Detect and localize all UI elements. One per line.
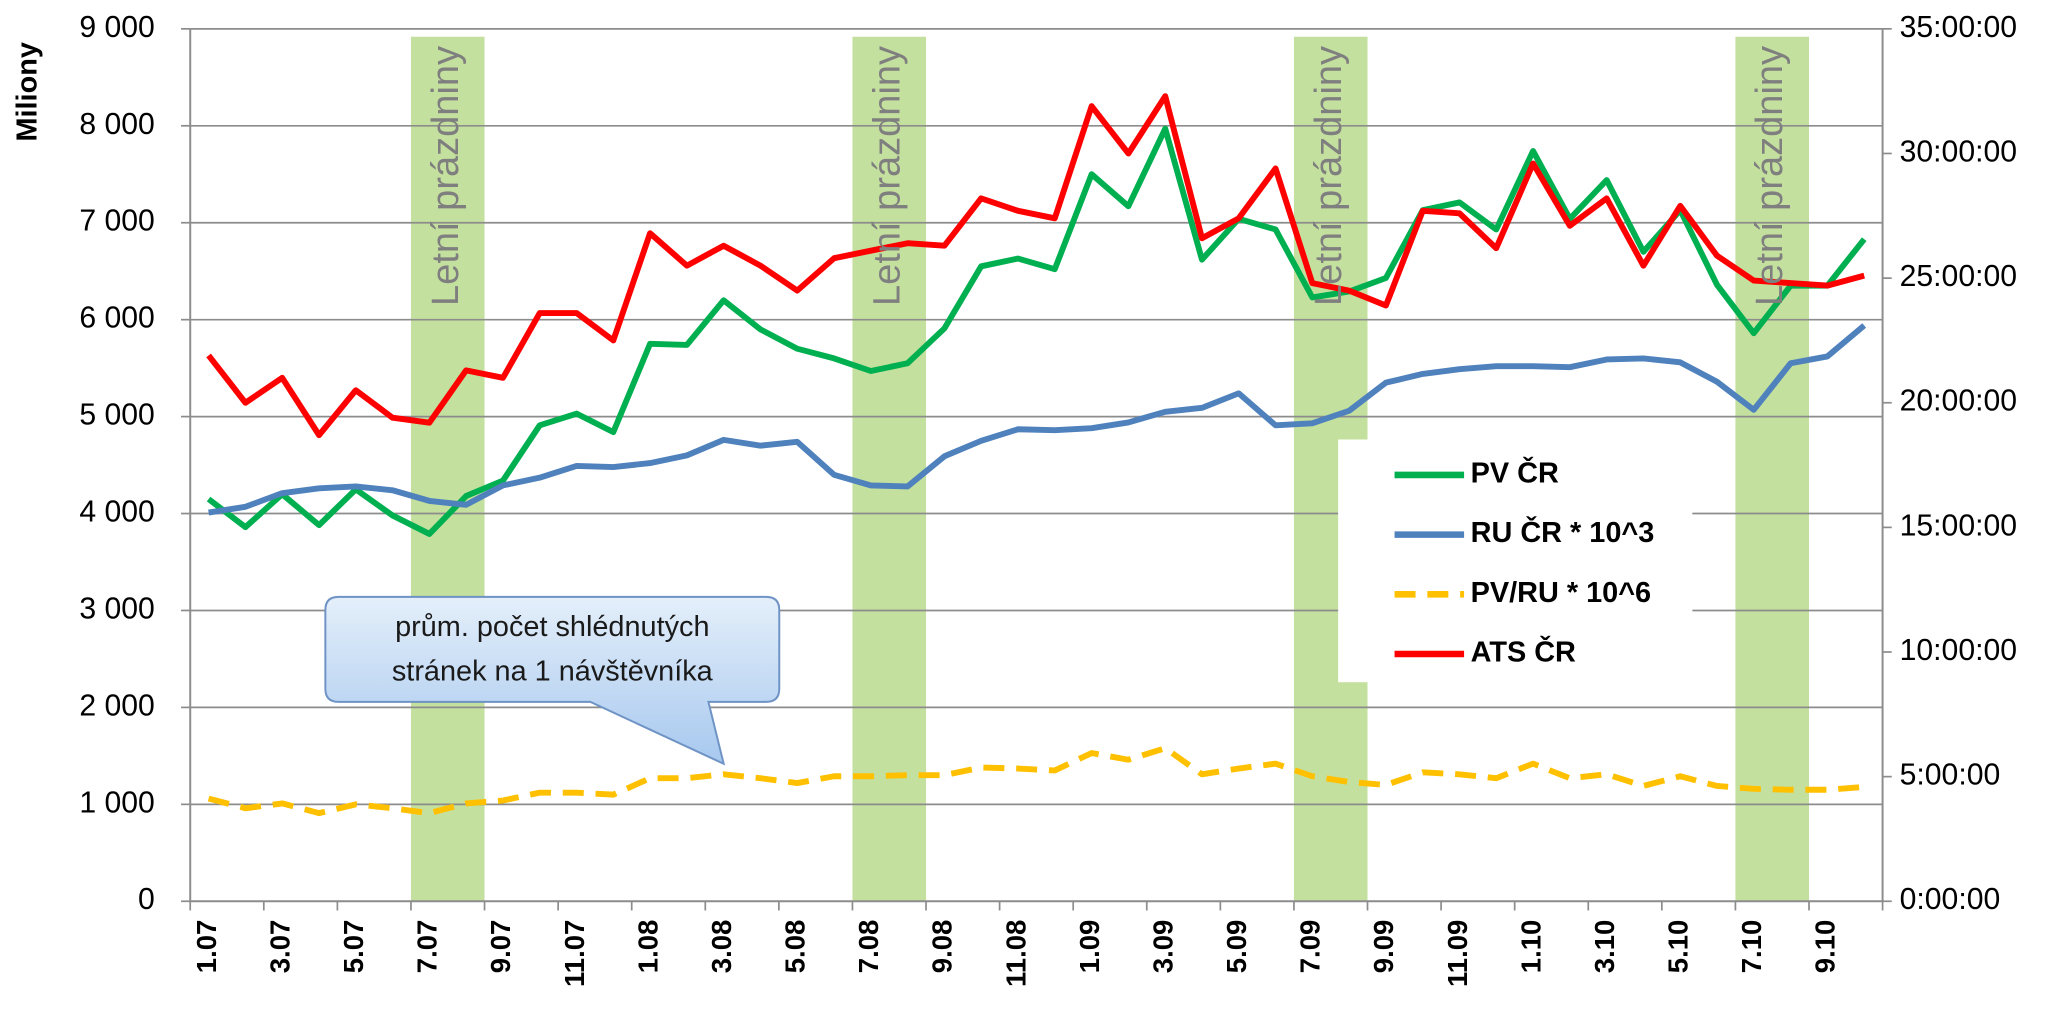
shaded-region-label: Letní prázdniny: [866, 46, 908, 306]
x-tick-label: 5.07: [338, 920, 369, 974]
x-tick-label: 7.09: [1295, 920, 1326, 974]
callout-text: stránek na 1 návštěvníka: [392, 656, 714, 688]
shaded-region-label: Letní prázdniny: [1308, 46, 1350, 306]
x-tick-label: 7.10: [1736, 920, 1767, 974]
legend-box: [1338, 439, 1693, 683]
y2-tick-label: 0:00:00: [1900, 883, 2001, 916]
legend-label: PV ČR: [1471, 456, 1559, 490]
y2-tick-label: 30:00:00: [1900, 135, 2017, 168]
y-tick-label: 7 000: [79, 205, 154, 238]
y2-tick-label: 25:00:00: [1900, 260, 2017, 293]
x-tick-label: 7.08: [853, 920, 884, 974]
x-tick-label: 1.10: [1515, 920, 1546, 974]
y-tick-label: 5 000: [79, 399, 154, 432]
callout-text: prům. počet shlédnutých: [395, 611, 709, 643]
x-tick-label: 9.08: [927, 920, 958, 974]
shaded-region-label: Letní prázdniny: [1749, 46, 1791, 306]
x-tick-label: 9.09: [1368, 920, 1399, 974]
x-tick-label: 5.10: [1663, 920, 1694, 974]
legend-label: PV/RU * 10^6: [1471, 577, 1651, 609]
x-tick-label: 11.09: [1442, 920, 1473, 987]
y-tick-label: 4 000: [79, 496, 154, 529]
x-tick-label: 3.09: [1147, 920, 1178, 974]
x-tick-label: 7.07: [412, 920, 443, 974]
shaded-region-label: Letní prázdniny: [425, 46, 467, 306]
shaded-region: [852, 36, 927, 902]
y-tick-label: 6 000: [79, 302, 154, 335]
y2-tick-label: 5:00:00: [1900, 759, 2001, 792]
x-tick-label: 9.07: [485, 920, 516, 974]
y-tick-label: 9 000: [79, 11, 154, 44]
y2-tick-label: 35:00:00: [1900, 11, 2017, 44]
x-tick-label: 9.10: [1810, 920, 1841, 974]
y-axis-label: Miliony: [11, 42, 43, 141]
y-tick-label: 0: [138, 883, 155, 916]
shaded-region: [1735, 36, 1809, 902]
x-tick-label: 11.08: [1000, 920, 1031, 987]
y2-tick-label: 10:00:00: [1900, 634, 2017, 667]
x-tick-label: 5.08: [780, 920, 811, 974]
x-tick-label: 3.07: [264, 920, 295, 974]
legend-label: ATS ČR: [1471, 635, 1576, 669]
series-line: [207, 745, 1865, 817]
x-tick-label: 1.09: [1074, 920, 1105, 974]
y-tick-label: 1 000: [79, 786, 154, 819]
series-line: [208, 323, 1867, 516]
x-tick-label: 1.07: [191, 920, 222, 974]
shaded-region: [410, 36, 485, 902]
y-tick-label: 8 000: [79, 108, 154, 141]
x-tick-label: 1.08: [632, 920, 663, 974]
x-tick-label: 3.08: [706, 920, 737, 974]
series-line: [206, 93, 1865, 439]
x-tick-label: 11.07: [559, 920, 590, 987]
series-line: [206, 125, 1867, 537]
y-tick-label: 2 000: [79, 689, 154, 722]
x-tick-label: 5.09: [1221, 920, 1252, 974]
x-tick-label: 3.10: [1589, 920, 1620, 974]
plot-root: Miliony 0 1 000 2 000 3 000 4 000 5 000 6 000 7…: [11, 11, 2017, 987]
callout-box: [324, 595, 781, 766]
legend-label: RU ČR * 10^3: [1471, 515, 1655, 549]
y-tick-label: 3 000: [79, 592, 154, 625]
y2-tick-label: 20:00:00: [1900, 385, 2017, 418]
y2-tick-label: 15:00:00: [1900, 509, 2017, 542]
